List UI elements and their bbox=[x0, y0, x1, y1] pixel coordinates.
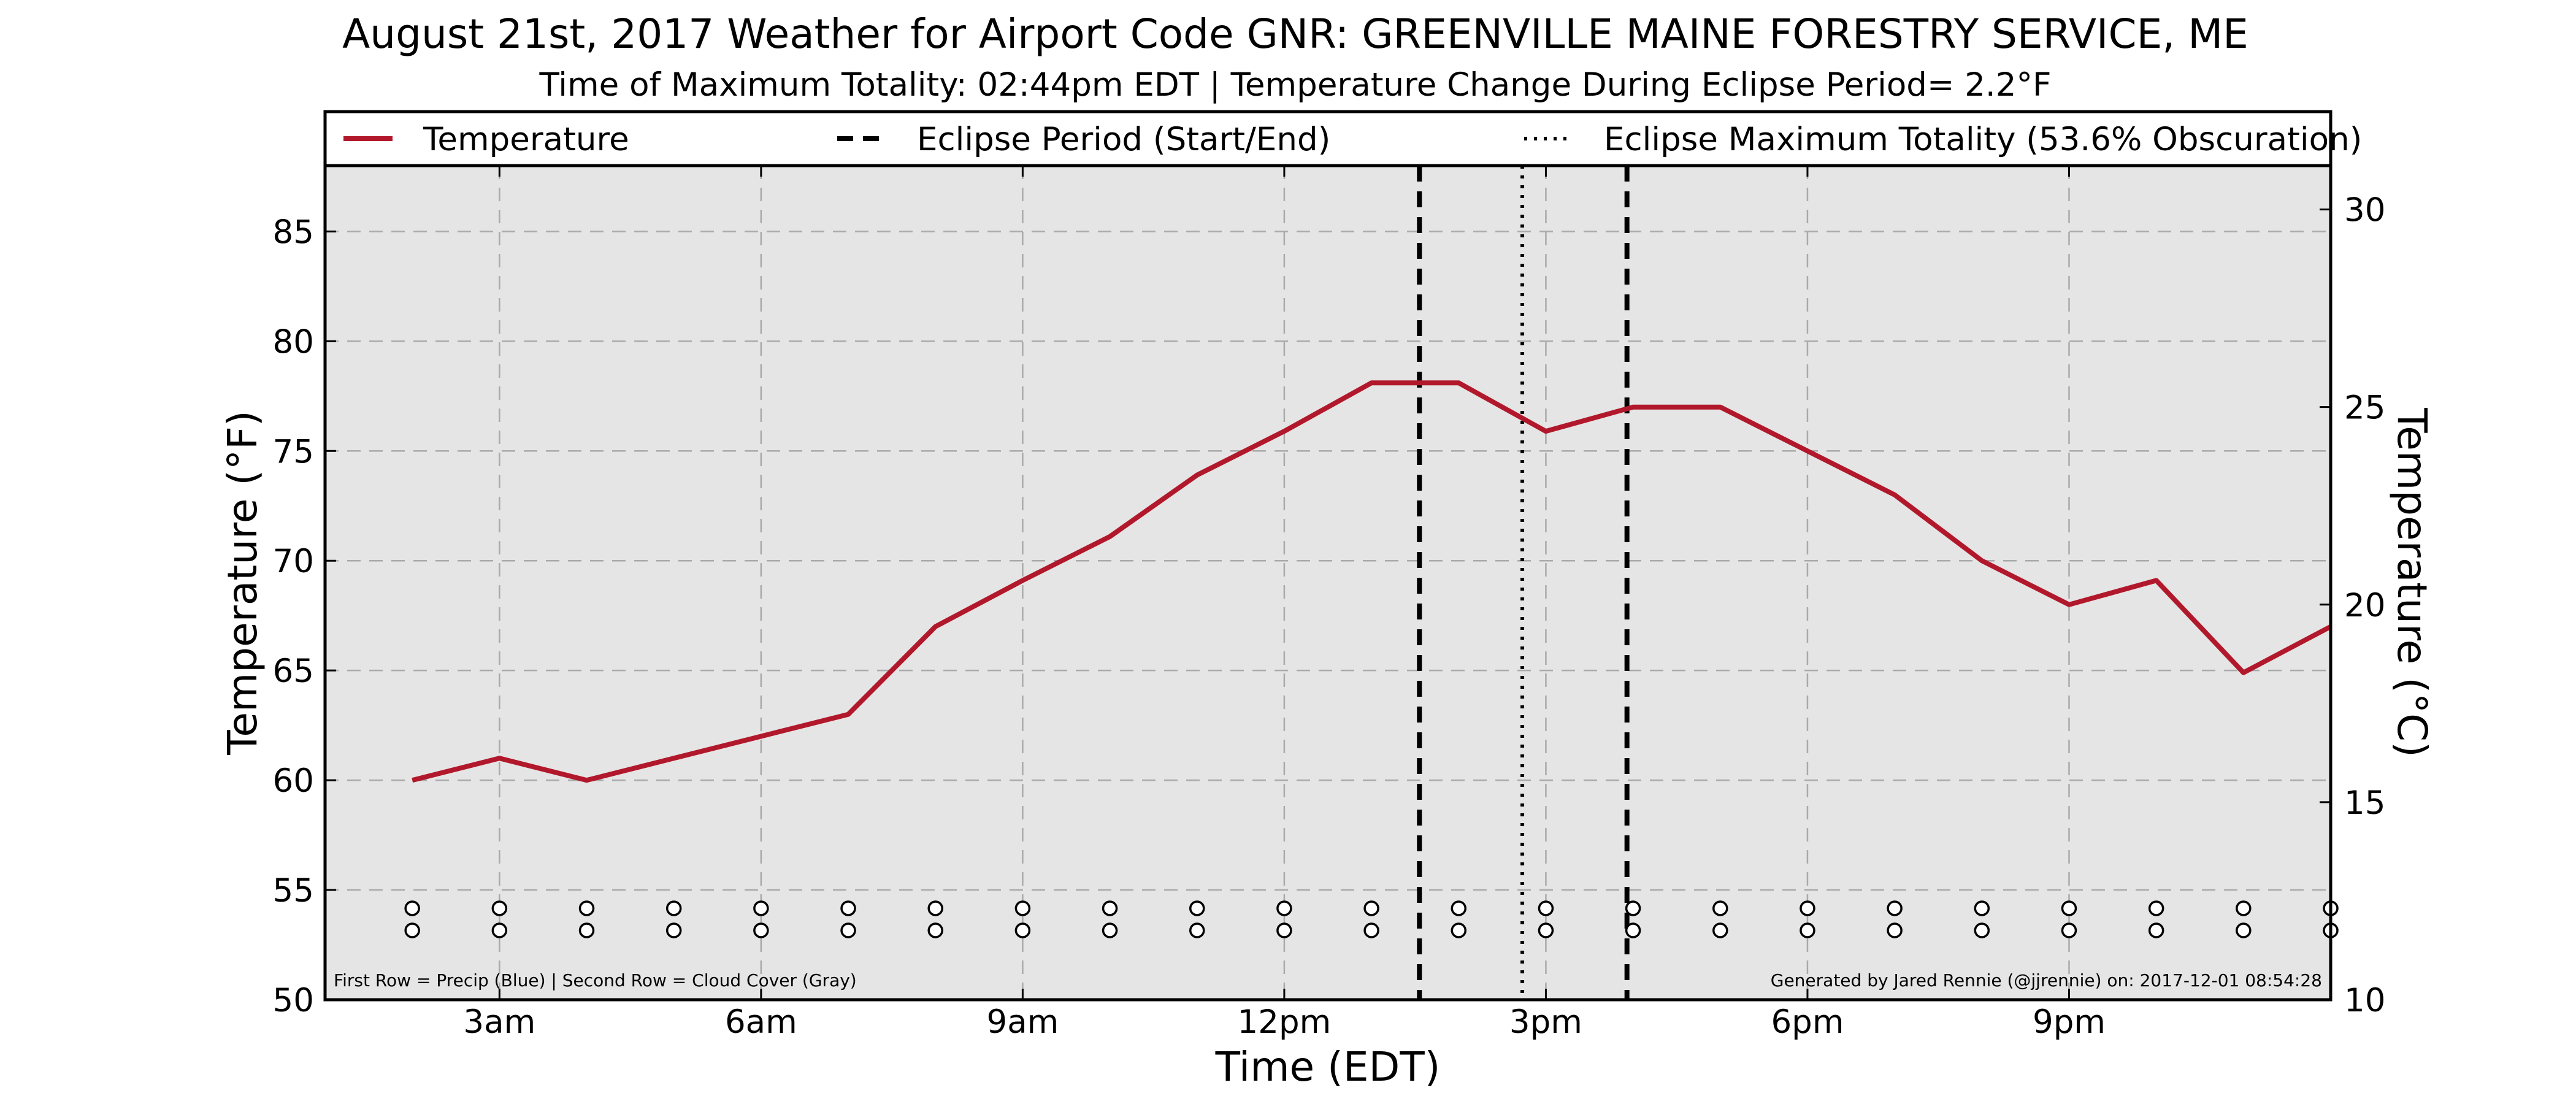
legend-box bbox=[323, 110, 2333, 167]
cloud-cover-marker bbox=[491, 922, 508, 938]
precip-marker bbox=[1712, 900, 1728, 916]
y-tick-label-right: 25 bbox=[2344, 389, 2385, 427]
precip-marker bbox=[1102, 900, 1118, 916]
precip-marker bbox=[1451, 900, 1467, 916]
cloud-cover-marker bbox=[665, 922, 682, 938]
y-tick-label-left: 80 bbox=[273, 323, 314, 361]
marker-rows bbox=[404, 900, 2339, 938]
legend-label-eclipse-max: Eclipse Maximum Totality (53.6% Obscurat… bbox=[1604, 121, 2362, 158]
cloud-cover-marker bbox=[1625, 922, 1641, 938]
precip-marker bbox=[1363, 900, 1379, 916]
precip-marker bbox=[1014, 900, 1031, 916]
y-tick-label-left: 55 bbox=[273, 872, 314, 910]
cloud-cover-marker bbox=[1014, 922, 1031, 938]
precip-marker bbox=[2148, 900, 2164, 916]
y-axis-label-right: Temperature (°C) bbox=[2388, 407, 2436, 757]
precip-marker bbox=[1276, 900, 1292, 916]
temperature-series bbox=[412, 380, 2332, 783]
x-tick-label: 6am bbox=[725, 1003, 797, 1041]
y-axis-label-left: Temperature (°F) bbox=[219, 410, 266, 756]
cloud-cover-marker bbox=[404, 922, 420, 938]
legend-label-temperature: Temperature bbox=[423, 121, 629, 158]
cloud-cover-marker bbox=[1800, 922, 1815, 938]
legend-label-eclipse-period: Eclipse Period (Start/End) bbox=[917, 121, 1330, 158]
x-tick-label: 3am bbox=[463, 1003, 535, 1041]
cloud-cover-marker bbox=[1887, 922, 1903, 938]
cloud-cover-marker bbox=[2148, 922, 2164, 938]
footnote-left: First Row = Precip (Blue) | Second Row =… bbox=[334, 970, 857, 991]
plot-area bbox=[325, 166, 2331, 1000]
chart-title: August 21st, 2017 Weather for Airport Co… bbox=[342, 10, 2248, 58]
precip-marker bbox=[578, 900, 595, 916]
chart-subtitle: Time of Maximum Totality: 02:44pm EDT | … bbox=[539, 66, 2052, 104]
y-axis-right: 10 15 20 25 30 bbox=[2320, 192, 2385, 1019]
legend: Temperature Eclipse Period (Start/End) Ecl… bbox=[323, 110, 2362, 167]
y-tick-label-left: 50 bbox=[273, 982, 314, 1019]
precip-marker bbox=[1189, 900, 1205, 916]
cloud-cover-marker bbox=[1363, 922, 1379, 938]
precip-marker bbox=[491, 900, 508, 916]
precip-marker bbox=[1538, 900, 1554, 916]
cloud-cover-marker bbox=[2236, 922, 2252, 938]
cloud-cover-marker bbox=[1974, 922, 1990, 938]
grid-lines bbox=[325, 166, 2331, 1000]
y-tick-label-left: 75 bbox=[273, 433, 314, 470]
x-tick-label: 12pm bbox=[1238, 1003, 1332, 1041]
cloud-cover-marker bbox=[1276, 922, 1292, 938]
precip-marker bbox=[2061, 900, 2077, 916]
x-axis: 3am 6am 9am 12pm 3pm 6pm 9pm bbox=[463, 166, 2106, 1041]
precip-marker bbox=[665, 900, 682, 916]
x-axis-label: Time (EDT) bbox=[1215, 1043, 1441, 1091]
precip-marker bbox=[1974, 900, 1990, 916]
x-tick-label: 6pm bbox=[1771, 1003, 1844, 1041]
y-tick-label-left: 60 bbox=[273, 762, 314, 800]
x-tick-label: 3pm bbox=[1509, 1003, 1582, 1041]
y-axis-left: 50 55 60 65 70 75 80 85 bbox=[273, 213, 336, 1019]
temperature-line bbox=[412, 380, 2332, 783]
cloud-cover-marker bbox=[1538, 922, 1554, 938]
x-tick-label: 9pm bbox=[2033, 1003, 2106, 1041]
precip-marker bbox=[927, 900, 943, 916]
cloud-cover-marker bbox=[1189, 922, 1205, 938]
y-tick-label-right: 20 bbox=[2344, 587, 2385, 624]
cloud-cover-marker bbox=[578, 922, 595, 938]
cloud-cover-marker bbox=[840, 922, 856, 938]
cloud-cover-marker bbox=[1451, 922, 1467, 938]
y-tick-label-left: 65 bbox=[273, 653, 314, 690]
precip-marker bbox=[753, 900, 769, 916]
y-tick-label-right: 30 bbox=[2344, 192, 2385, 229]
precip-marker bbox=[1625, 900, 1641, 916]
cloud-cover-marker bbox=[2061, 922, 2077, 938]
cloud-cover-marker bbox=[1102, 922, 1118, 938]
cloud-cover-marker bbox=[927, 922, 943, 938]
y-tick-label-right: 15 bbox=[2344, 784, 2385, 822]
eclipse-lines bbox=[1417, 166, 1630, 1000]
x-tick-label: 9am bbox=[986, 1003, 1059, 1041]
precip-marker bbox=[1887, 900, 1903, 916]
precip-marker bbox=[1800, 900, 1815, 916]
footnote-right: Generated by Jared Rennie (@jjrennie) on… bbox=[1771, 970, 2322, 991]
precip-marker bbox=[2236, 900, 2252, 916]
cloud-cover-marker bbox=[753, 922, 769, 938]
y-tick-label-left: 70 bbox=[273, 543, 314, 580]
cloud-cover-marker bbox=[1712, 922, 1728, 938]
y-tick-label-left: 85 bbox=[273, 213, 314, 251]
precip-marker bbox=[404, 900, 420, 916]
precip-marker bbox=[840, 900, 856, 916]
y-tick-label-right: 10 bbox=[2344, 982, 2385, 1019]
